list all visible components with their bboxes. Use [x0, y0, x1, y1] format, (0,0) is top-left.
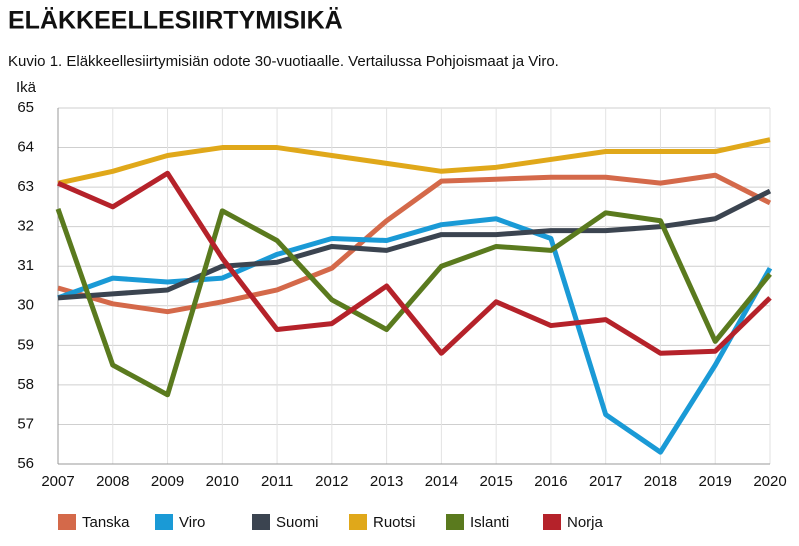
y-axis-label: Ikä: [16, 79, 37, 96]
y-tick-label: 64: [17, 139, 34, 156]
chart-subtitle: Kuvio 1. Eläkkeellesiirtymisiän odote 30…: [8, 53, 559, 70]
series-line: [57, 216, 773, 455]
legend-label: Norja: [567, 514, 604, 531]
x-tick-label: 2015: [479, 473, 512, 490]
legend-label: Suomi: [276, 514, 319, 531]
series-line: [57, 172, 772, 315]
series-line: [57, 137, 771, 186]
x-tick-label: 2010: [206, 473, 239, 490]
y-tick-label: 56: [17, 455, 34, 472]
y-tick-label: 65: [17, 99, 34, 116]
legend-swatch: [252, 514, 270, 530]
legend-label: Tanska: [82, 514, 130, 531]
series-line: [57, 188, 772, 301]
legend-label: Islanti: [470, 514, 509, 531]
x-tick-label: 2020: [753, 473, 786, 490]
legend-swatch: [446, 514, 464, 530]
y-tick-label: 31: [17, 257, 34, 274]
y-tick-label: 57: [17, 415, 34, 432]
x-tick-label: 2009: [151, 473, 184, 490]
x-tick-label: 2012: [315, 473, 348, 490]
legend-swatch: [349, 514, 367, 530]
x-tick-label: 2007: [41, 473, 74, 490]
series-line: [55, 208, 772, 398]
x-tick-label: 2008: [96, 473, 129, 490]
series-line: [57, 170, 772, 356]
y-tick-label: 63: [17, 178, 34, 195]
x-tick-label: 2017: [589, 473, 622, 490]
y-tick-label: 32: [17, 218, 34, 235]
chart-title: ELÄKKEELLESIIRTYMISIKÄ: [8, 7, 343, 35]
x-tick-label: 2016: [534, 473, 567, 490]
x-tick-label: 2018: [644, 473, 677, 490]
x-tick-label: 2013: [370, 473, 403, 490]
y-tick-label: 58: [17, 376, 34, 393]
legend-swatch: [58, 514, 76, 530]
x-tick-label: 2014: [425, 473, 458, 490]
x-tick-label: 2011: [261, 473, 293, 490]
y-tick-label: 59: [17, 336, 34, 353]
y-tick-label: 30: [17, 297, 34, 314]
x-tick-label: 2019: [699, 473, 732, 490]
legend-label: Viro: [179, 514, 205, 531]
legend-swatch: [543, 514, 561, 530]
legend-swatch: [155, 514, 173, 530]
legend-label: Ruotsi: [373, 514, 416, 531]
